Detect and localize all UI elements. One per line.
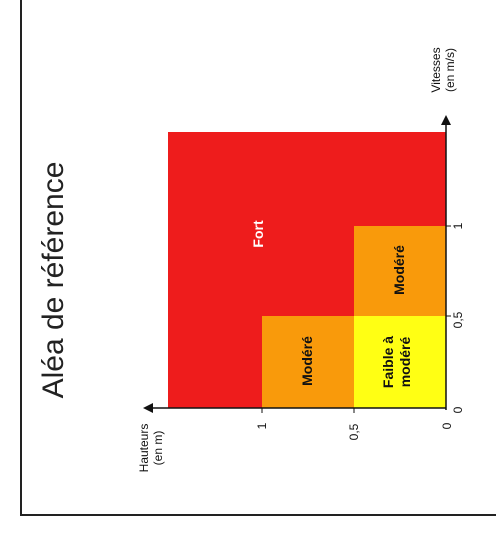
zone-label-modere-top: Modéré	[391, 245, 407, 295]
zone-label-faible-1: Faible à	[380, 336, 396, 388]
tick-label-h-0: 0	[440, 422, 454, 429]
zone-modere-top	[354, 226, 446, 316]
tick-label-v-1: 1	[451, 222, 465, 229]
zone-faible	[354, 316, 446, 408]
zone-label-fort: Fort	[250, 220, 266, 248]
axis-title-vitesses-2: (en m/s)	[443, 48, 457, 92]
axis-title-hauteurs-2: (en m)	[151, 431, 165, 466]
zone-label-faible-2: modéré	[397, 337, 413, 388]
tick-label-h-1: 1	[255, 422, 269, 429]
tick-label-v-05: 0,5	[451, 311, 465, 328]
axis-title-hauteurs-1: Hauteurs	[137, 424, 151, 473]
tick-label-v-0: 0	[451, 406, 465, 413]
zone-label-modere-left: Modéré	[299, 336, 315, 386]
tick-label-h-05: 0,5	[347, 423, 361, 440]
zone-modere-left	[262, 316, 354, 408]
axis-title-vitesses-1: Vitesses	[429, 47, 443, 92]
